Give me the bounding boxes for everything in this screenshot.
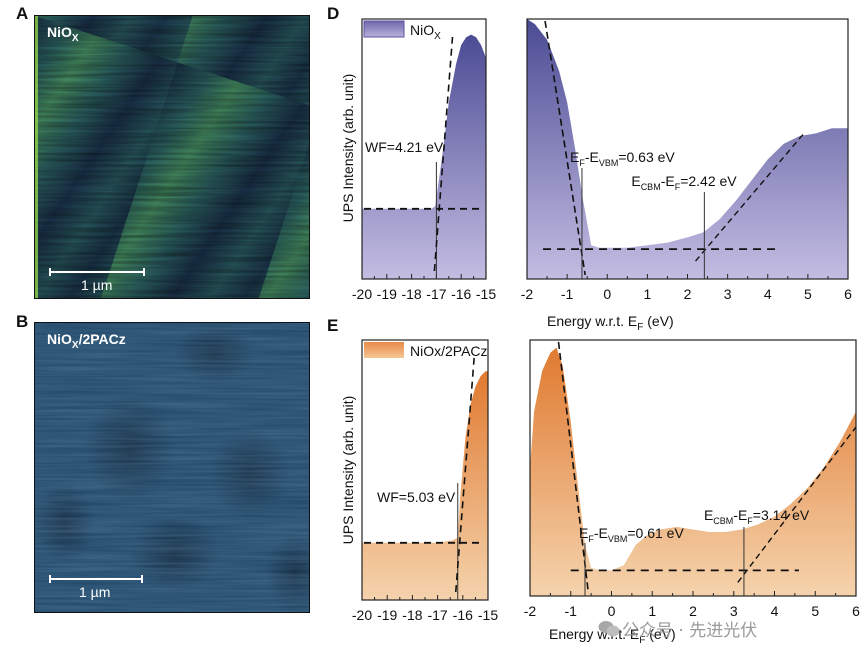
x-tick-label: -2 — [524, 603, 537, 619]
work-function-label: WF=5.03 eV — [377, 489, 456, 505]
afm-texture-nio — [35, 16, 309, 298]
wechat-icon — [598, 620, 620, 637]
legend-swatch — [364, 342, 404, 358]
x-tick-label: -17 — [427, 607, 447, 623]
x-tick-label: 0 — [603, 286, 611, 302]
legend-label: NiOx/2PACz — [410, 343, 488, 359]
sample-tag-nio: NiOX — [47, 24, 79, 44]
x-tick-label: -18 — [401, 286, 421, 302]
x-tick-label: 0 — [608, 603, 616, 619]
x-tick-label: -19 — [377, 607, 397, 623]
panel-label-a: A — [16, 4, 29, 23]
x-tick-label: -1 — [561, 286, 574, 302]
x-tick-label: -15 — [476, 286, 496, 302]
x-tick-label: 2 — [689, 603, 697, 619]
afm-texture-nio-2pacz — [35, 323, 309, 612]
x-tick-label: -17 — [426, 286, 446, 302]
cbm-label: ECBM-EF=2.42 eV — [631, 173, 737, 192]
panel-label-e: E — [327, 316, 339, 335]
x-tick-label: 4 — [764, 286, 772, 302]
x-tick-label: -1 — [565, 603, 578, 619]
x-tick-label: -15 — [478, 607, 498, 623]
cbm-label: ECBM-EF=3.14 eV — [704, 507, 810, 526]
vbm-label: EF-EVBM=0.61 eV — [579, 525, 684, 544]
vbm-fit-line — [557, 341, 590, 593]
x-tick-label: -20 — [352, 286, 372, 302]
cbm-fit-line — [737, 426, 857, 583]
x-tick-label: 4 — [771, 603, 779, 619]
vbm-fit-line — [544, 20, 586, 276]
spectrum-area-d-left — [362, 34, 486, 279]
afm-image-nio-2pacz: NiOX/2PACz 1 µm — [34, 322, 310, 613]
x-tick-label: 3 — [724, 286, 732, 302]
edge-fit-line — [433, 36, 454, 272]
x-tick-label: 2 — [684, 286, 692, 302]
x-tick-label: -18 — [402, 607, 422, 623]
x-tick-label: -2 — [521, 286, 534, 302]
afm-image-nio: NiOX 1 µm — [34, 15, 310, 299]
x-tick-label: -16 — [451, 286, 471, 302]
x-tick-label: 5 — [811, 603, 819, 619]
panel-label-b: B — [16, 312, 29, 331]
edge-fit-line — [454, 357, 475, 593]
legend-swatch — [363, 20, 405, 38]
legend-label: NiOX — [410, 22, 441, 42]
x-tick-label: -16 — [453, 607, 473, 623]
spectrum-area-e-right — [530, 347, 856, 596]
x-tick-label: 6 — [844, 286, 852, 302]
x-tick-label: 1 — [643, 286, 651, 302]
work-function-label: WF=4.21 eV — [365, 139, 444, 155]
x-tick-label: 1 — [648, 603, 656, 619]
x-tick-label: -20 — [352, 607, 372, 623]
panel-label-d: D — [327, 4, 340, 23]
watermark: 公众号 · 先进光伏 — [598, 616, 757, 641]
scale-bar — [49, 575, 143, 583]
x-tick-label: 3 — [730, 603, 738, 619]
x-axis-label-d: Energy w.r.t. EF (eV) — [547, 313, 674, 333]
x-tick-label: 5 — [804, 286, 812, 302]
sample-tag-nio-2pacz: NiOX/2PACz — [47, 331, 126, 351]
scale-bar-label: 1 µm — [81, 277, 113, 293]
vbm-label: EF-EVBM=0.63 eV — [570, 149, 675, 168]
cbm-fit-line — [694, 132, 805, 262]
x-tick-label: -19 — [377, 286, 397, 302]
spectrum-area-d-right — [527, 19, 848, 279]
spectrum-area-e-left — [362, 371, 488, 600]
scale-bar — [49, 268, 145, 276]
x-tick-label: 6 — [852, 603, 860, 619]
scale-bar-label: 1 µm — [79, 584, 111, 600]
